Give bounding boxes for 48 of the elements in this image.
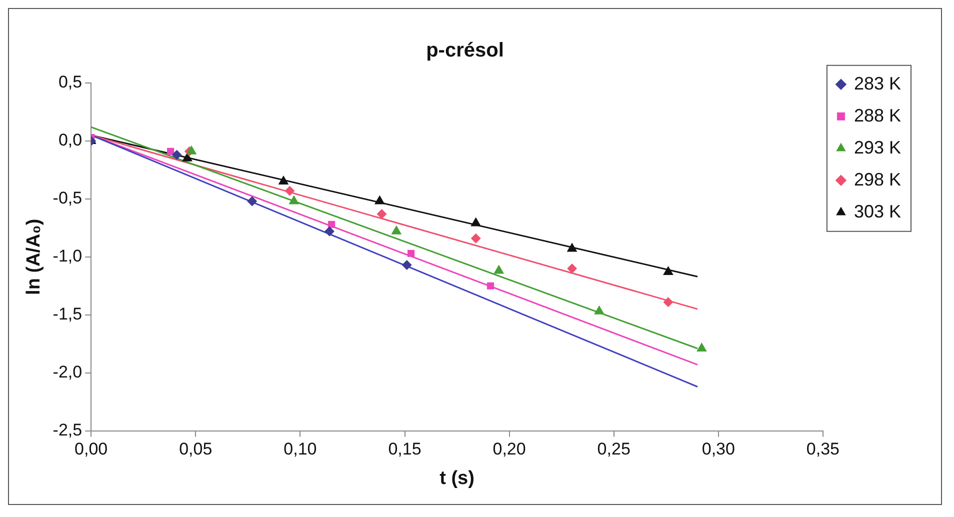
point xyxy=(594,305,604,314)
chart-title: p-crésol xyxy=(426,40,504,62)
point xyxy=(696,342,707,352)
point xyxy=(376,209,387,220)
point xyxy=(328,220,336,228)
y-tick-label: -1,5 xyxy=(52,304,82,324)
point xyxy=(402,260,412,270)
x-tick-label: 0,15 xyxy=(388,440,422,459)
point xyxy=(407,250,415,257)
point xyxy=(663,266,674,275)
point xyxy=(567,263,578,274)
x-tick-label: 0,05 xyxy=(179,440,212,459)
legend-label: 283 K xyxy=(854,73,902,94)
y-tick-label: -2,0 xyxy=(52,362,82,382)
legend-label: 298 K xyxy=(854,169,902,190)
y-tick-label: -1,0 xyxy=(52,246,82,266)
point xyxy=(470,217,482,226)
point xyxy=(391,225,402,234)
point xyxy=(470,233,481,244)
point xyxy=(566,242,578,252)
point xyxy=(247,196,258,206)
y-tick-label: 0,5 xyxy=(58,72,82,92)
point xyxy=(324,226,334,236)
y-tick-label: 0,0 xyxy=(58,130,82,150)
legend-label: 303 K xyxy=(854,201,902,222)
point xyxy=(374,195,385,204)
point xyxy=(167,148,174,155)
point xyxy=(284,186,295,196)
y-axis-title: ln (A/A₀) xyxy=(24,218,45,295)
point xyxy=(186,145,197,154)
point xyxy=(182,152,192,162)
x-tick-label: 0,10 xyxy=(284,440,317,459)
point xyxy=(278,176,289,185)
x-axis-title: t (s) xyxy=(440,468,474,489)
point xyxy=(172,150,182,160)
legend-label: 288 K xyxy=(854,105,902,126)
point xyxy=(486,282,494,290)
x-tick-label: 0,30 xyxy=(702,440,735,459)
y-tick-label: -2,5 xyxy=(52,420,82,440)
x-tick-label: 0,00 xyxy=(74,440,108,459)
x-tick-label: 0,25 xyxy=(597,440,630,459)
x-tick-label: 0,35 xyxy=(806,440,840,459)
legend-label: 293 K xyxy=(854,137,902,158)
x-tick-label: 0,20 xyxy=(492,440,526,459)
point xyxy=(494,264,504,274)
point xyxy=(288,195,300,204)
point xyxy=(663,297,674,308)
y-tick-label: -0,5 xyxy=(52,188,82,208)
